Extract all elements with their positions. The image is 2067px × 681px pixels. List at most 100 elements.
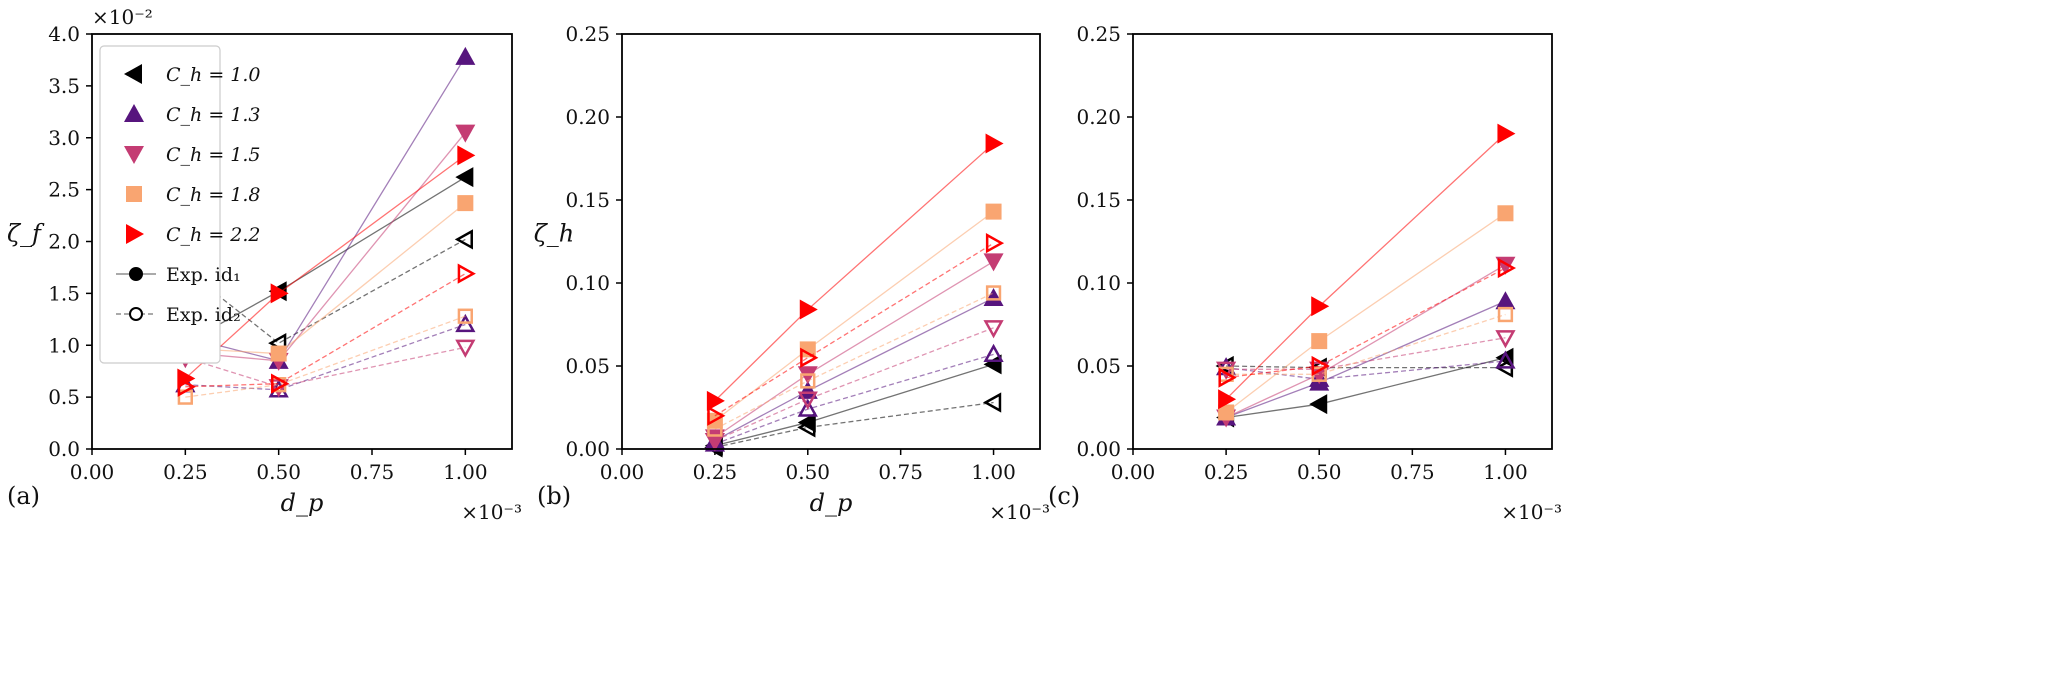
x-tick-label: 0.75 <box>878 460 923 484</box>
y-axis-label: ζ_f <box>7 220 45 248</box>
x-tick-label: 1.00 <box>1483 460 1528 484</box>
panel-label: (b) <box>537 482 571 510</box>
series-line-id2 <box>714 242 994 417</box>
data-point-id1 <box>1311 333 1328 350</box>
data-point-id1 <box>983 253 1004 272</box>
x-tick-label: 0.00 <box>70 460 115 484</box>
panel-c: 0.00 0.25 0.50 0.75 1.00 0.00 0.05 0.10 0.15 0.20… <box>1048 22 1562 524</box>
axes-frame <box>1132 33 1553 450</box>
data-point-id2 <box>454 229 473 250</box>
data-point-id2 <box>457 263 476 284</box>
panel-label: (c) <box>1048 482 1080 510</box>
data-point-id1 <box>706 390 725 411</box>
data-point-id1 <box>455 167 474 188</box>
data-point-id1 <box>457 145 476 166</box>
data-point-id1 <box>799 341 816 358</box>
x-tick-label: 0.00 <box>600 460 645 484</box>
y-tick-label: 0.10 <box>565 271 610 295</box>
data-point-id1 <box>797 412 816 433</box>
x-axis-label: d_p <box>281 489 324 517</box>
data-point-id2 <box>800 373 816 389</box>
x-tick-label: 0.25 <box>1204 460 1249 484</box>
legend-entry: C_h = 2.2 <box>166 224 261 246</box>
y-tick-label: 2.5 <box>48 178 80 202</box>
panel-b: 0.00 0.25 0.50 0.75 1.00 0.00 0.05 0.10 0.15 0.20… <box>534 22 1050 524</box>
x-tick-label: 0.25 <box>163 460 208 484</box>
series-line-id2 <box>185 315 466 398</box>
y-offset-label: ×10⁻² <box>92 5 153 29</box>
y-tick-label: 3.0 <box>48 126 80 150</box>
series-line-id2 <box>714 327 994 442</box>
y-tick-label: 0.0 <box>48 437 80 461</box>
panel-a: 0.00 0.25 0.50 0.75 1.00 0.0 0.5 1.0 1.5 2.0 2.5 3.… <box>7 5 522 524</box>
data-point-id2 <box>982 392 1002 413</box>
data-point-id2 <box>797 398 818 417</box>
data-point-id1 <box>1495 347 1514 368</box>
x-tick-label: 0.75 <box>350 460 395 484</box>
series-line-id2 <box>185 273 466 388</box>
data-point-id2 <box>457 308 473 324</box>
legend-marker <box>126 224 144 244</box>
x-offset-label: ×10⁻³ <box>989 500 1050 524</box>
series-line-id1 <box>185 132 466 362</box>
data-point-id1 <box>1311 296 1330 317</box>
y-tick-label: 0.05 <box>565 354 610 378</box>
legend-entry: C_h = 1.3 <box>166 104 261 126</box>
data-point-id1 <box>177 368 196 389</box>
data-point-id2 <box>983 343 1004 363</box>
data-point-id1 <box>704 429 725 448</box>
series-line-id2 <box>1226 267 1506 379</box>
y-tick-label: 4.0 <box>48 22 80 46</box>
y-tick-label: 2.0 <box>48 230 80 254</box>
data-point-id1 <box>1218 404 1235 421</box>
y-tick-label: 0.00 <box>565 437 610 461</box>
x-tick-label: 0.50 <box>256 460 301 484</box>
series-line-id2 <box>185 323 466 391</box>
y-tick-label: 0.15 <box>565 188 610 212</box>
data-point-id1 <box>455 124 476 143</box>
data-point-id1 <box>985 203 1002 220</box>
y-axis-label: ζ_h <box>534 220 574 248</box>
legend-entry: C_h = 1.0 <box>166 64 261 86</box>
legend-box <box>99 45 221 364</box>
y-tick-label: 0.20 <box>1076 105 1121 129</box>
series-line-id2 <box>714 292 994 430</box>
x-tick-label: 0.50 <box>786 460 831 484</box>
data-point-id2 <box>271 373 290 394</box>
data-point-id2 <box>1311 355 1330 377</box>
data-point-id2 <box>983 320 1004 339</box>
data-point-id2 <box>985 233 1005 254</box>
x-tick-label: 1.00 <box>443 460 488 484</box>
panel-label: (a) <box>7 482 40 510</box>
data-point-id2 <box>800 347 819 368</box>
series-line-id1 <box>714 363 994 447</box>
data-point-id2 <box>707 405 726 426</box>
data-point-id2 <box>985 285 1002 301</box>
legend-entry: Exp. id₁ <box>166 264 241 286</box>
x-offset-label: ×10⁻³ <box>1501 500 1562 524</box>
series-line-id1 <box>1225 300 1506 419</box>
data-point-id1 <box>1309 394 1328 415</box>
data-point-id1 <box>983 287 1004 306</box>
data-point-id2 <box>1495 330 1516 349</box>
y-tick-label: 3.5 <box>48 74 80 98</box>
data-point-id1 <box>985 133 1004 154</box>
legend: C_h = 1.0 C_h = 1.3 C_h = 1.5 C_h = 1.8 C_h … <box>99 45 261 364</box>
series-line-id2 <box>1226 360 1506 380</box>
data-point-id1 <box>1309 366 1330 385</box>
y-tick-label: 1.0 <box>48 333 80 357</box>
data-point-id2 <box>1497 257 1517 279</box>
data-point-id2 <box>1218 367 1237 388</box>
data-point-id1 <box>1497 205 1514 222</box>
legend-marker <box>124 64 142 84</box>
x-tick-label: 1.00 <box>971 460 1016 484</box>
legend-entry: C_h = 1.8 <box>166 184 261 206</box>
y-tick-label: 0.5 <box>48 385 80 409</box>
y-tick-label: 0.25 <box>1076 22 1121 46</box>
data-point-id1 <box>1497 123 1516 144</box>
series-line-id2 <box>1226 337 1506 370</box>
data-point-id1 <box>799 299 818 320</box>
y-tick-label: 0.10 <box>1076 271 1121 295</box>
